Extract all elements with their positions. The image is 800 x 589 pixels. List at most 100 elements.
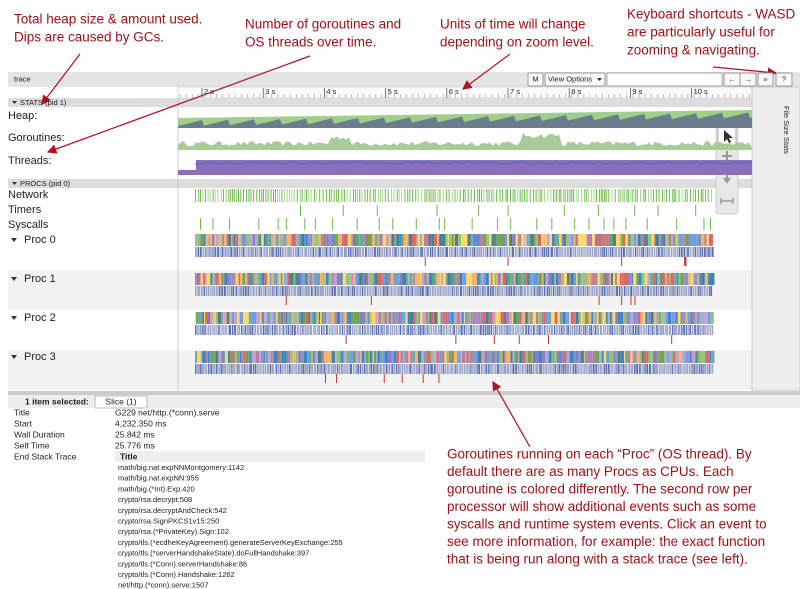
proc-event[interactable] [477, 286, 479, 296]
goroutine-slice[interactable] [654, 234, 656, 246]
proc-event[interactable] [700, 286, 702, 296]
proc-event[interactable] [227, 325, 229, 335]
goroutine-slice[interactable] [261, 312, 265, 324]
goroutine-slice[interactable] [268, 351, 271, 363]
proc-event[interactable] [259, 325, 262, 335]
proc-event[interactable] [426, 325, 428, 335]
proc-event[interactable] [299, 247, 301, 257]
proc-event[interactable] [662, 325, 665, 335]
proc-event[interactable] [648, 325, 649, 335]
goroutine-slice[interactable] [460, 351, 462, 363]
goroutine-slice[interactable] [295, 351, 299, 363]
proc-event[interactable] [629, 247, 632, 257]
goroutine-slice[interactable] [224, 312, 227, 324]
proc-event[interactable] [475, 286, 477, 296]
proc-event[interactable] [202, 247, 205, 257]
goroutine-slice[interactable] [202, 273, 206, 285]
goroutine-slice[interactable] [282, 273, 285, 285]
goroutine-slice[interactable] [477, 234, 480, 246]
proc-event[interactable] [650, 286, 653, 296]
proc-event[interactable] [404, 286, 406, 296]
proc-event[interactable] [341, 247, 344, 257]
goroutine-slice[interactable] [386, 234, 389, 246]
goroutine-slice[interactable] [281, 351, 284, 363]
goroutine-slice[interactable] [453, 312, 458, 324]
proc-event[interactable] [412, 247, 415, 257]
proc-event[interactable] [333, 247, 336, 257]
proc-event[interactable] [345, 247, 348, 257]
goroutine-slice[interactable] [243, 351, 246, 363]
proc-event[interactable] [496, 325, 499, 335]
goroutine-slice[interactable] [543, 234, 546, 246]
proc-event[interactable] [336, 325, 339, 335]
proc-event[interactable] [615, 247, 618, 257]
goroutine-slice[interactable] [236, 234, 239, 246]
proc-event[interactable] [586, 286, 588, 296]
goroutine-slice[interactable] [612, 312, 616, 324]
goroutine-slice[interactable] [480, 312, 483, 324]
proc-event[interactable] [639, 286, 642, 296]
proc-event[interactable] [651, 247, 654, 257]
proc-event[interactable] [504, 325, 506, 335]
goroutine-slice[interactable] [448, 351, 451, 363]
goroutine-slice[interactable] [680, 273, 684, 285]
goroutine-slice[interactable] [450, 273, 452, 285]
goroutine-slice[interactable] [554, 273, 556, 285]
proc-event[interactable] [415, 247, 417, 257]
proc-event[interactable] [284, 247, 287, 257]
proc-event[interactable] [241, 325, 243, 335]
proc-event[interactable] [293, 325, 296, 335]
proc-event[interactable] [214, 325, 216, 335]
proc-event[interactable] [542, 247, 544, 257]
proc-event[interactable] [398, 325, 400, 335]
proc-event[interactable] [702, 325, 704, 335]
proc-event[interactable] [594, 247, 596, 257]
goroutine-slice[interactable] [607, 273, 610, 285]
button-label[interactable]: M [532, 74, 538, 83]
proc-event[interactable] [410, 325, 412, 335]
proc-event[interactable] [545, 286, 547, 296]
goroutine-slice[interactable] [241, 351, 244, 363]
goroutine-slice[interactable] [285, 312, 288, 324]
proc-event[interactable] [329, 247, 331, 257]
proc-event[interactable] [242, 364, 244, 374]
proc-event[interactable] [281, 247, 284, 257]
proc-event[interactable] [288, 364, 291, 374]
proc-event[interactable] [539, 247, 541, 257]
proc-event[interactable] [691, 247, 693, 257]
proc-event[interactable] [558, 286, 560, 296]
goroutine-slice[interactable] [512, 234, 516, 246]
proc-event[interactable] [569, 325, 572, 335]
goroutine-slice[interactable] [521, 351, 523, 363]
proc-event[interactable] [409, 286, 411, 296]
proc-event[interactable] [369, 247, 371, 257]
goroutine-slice[interactable] [484, 234, 487, 246]
proc-event[interactable] [505, 286, 507, 296]
proc-event[interactable] [657, 247, 660, 257]
proc-event[interactable] [325, 247, 328, 257]
goroutine-slice[interactable] [472, 351, 476, 363]
proc-event[interactable] [365, 364, 367, 374]
goroutine-slice[interactable] [487, 351, 491, 363]
goroutine-slice[interactable] [685, 351, 689, 363]
goroutine-slice[interactable] [490, 351, 492, 363]
goroutine-slice[interactable] [408, 273, 410, 285]
goroutine-slice[interactable] [660, 312, 663, 324]
proc-event[interactable] [493, 247, 494, 257]
goroutine-slice[interactable] [198, 312, 203, 324]
proc-event[interactable] [427, 364, 430, 374]
proc-event[interactable] [232, 286, 235, 296]
goroutine-slice[interactable] [515, 273, 519, 285]
goroutine-slice[interactable] [245, 273, 248, 285]
goroutine-slice[interactable] [551, 312, 555, 324]
proc-event[interactable] [434, 286, 437, 296]
proc-event[interactable] [455, 335, 457, 344]
goroutine-slice[interactable] [466, 351, 469, 363]
proc-event[interactable] [584, 325, 587, 335]
proc-event[interactable] [333, 364, 335, 374]
proc-event[interactable] [484, 286, 487, 296]
proc-event[interactable] [229, 247, 231, 257]
proc-event[interactable] [591, 364, 593, 374]
proc-event[interactable] [393, 247, 395, 257]
proc-event[interactable] [525, 325, 527, 335]
